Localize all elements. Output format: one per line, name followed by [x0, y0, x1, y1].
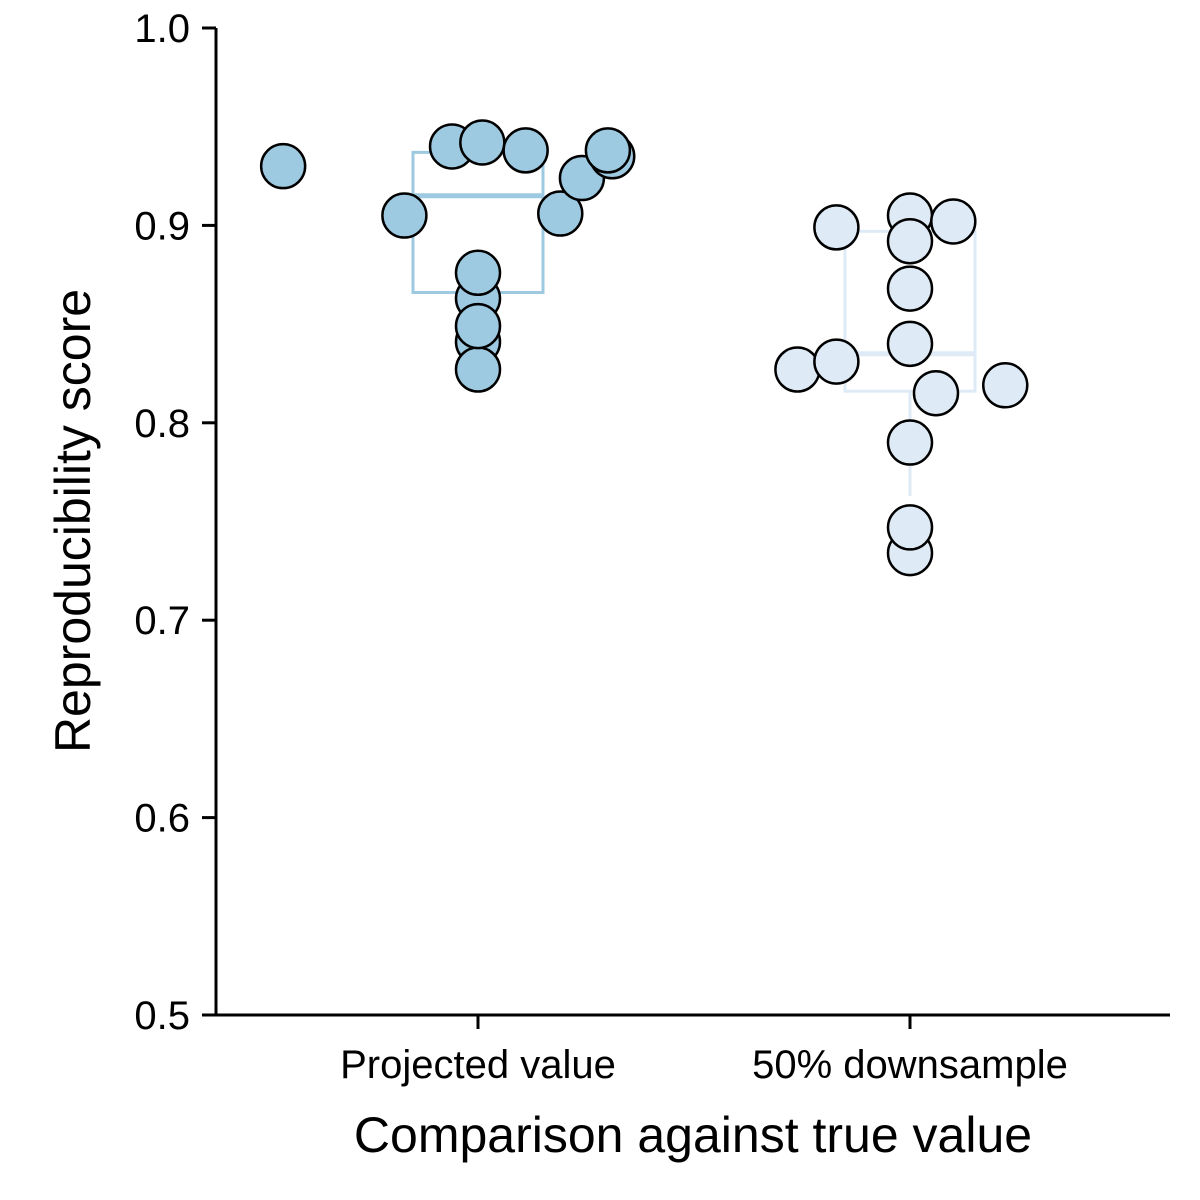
- y-tick-label: 0.6: [134, 797, 190, 841]
- data-point: [774, 346, 821, 393]
- y-axis-title: Reproducibility score: [45, 289, 101, 753]
- data-point: [930, 198, 977, 245]
- x-axis-title: Comparison against true value: [354, 1107, 1032, 1163]
- data-point: [886, 217, 934, 265]
- data-point: [886, 419, 934, 466]
- y-tick-label: 0.7: [134, 599, 190, 643]
- data-point: [813, 204, 860, 251]
- data-point: [886, 265, 934, 312]
- data-point: [454, 346, 502, 393]
- data-point: [982, 362, 1029, 409]
- tick-layer: 0.5 0.6 0.7 0.8 0.9 1.0 Projected value 50% dow…: [134, 7, 1067, 1087]
- data-point: [454, 249, 502, 297]
- data-point: [584, 127, 632, 174]
- y-tick-label: 0.9: [134, 204, 190, 248]
- data-point: [459, 119, 506, 166]
- data-point: [912, 369, 960, 417]
- y-tick-label: 0.5: [134, 994, 190, 1038]
- data-point: [381, 192, 428, 239]
- x-tick-label: Projected value: [340, 1043, 616, 1087]
- point-layer: [259, 119, 1029, 577]
- data-point: [537, 190, 584, 237]
- data-point: [813, 338, 860, 385]
- x-tick-label: 50% downsample: [752, 1043, 1068, 1087]
- data-point: [259, 142, 307, 190]
- y-tick-label: 0.8: [134, 402, 190, 446]
- data-point: [886, 504, 934, 551]
- data-point: [886, 320, 934, 368]
- y-tick-label: 1.0: [134, 7, 190, 51]
- data-point: [502, 127, 549, 174]
- axes-layer: [214, 28, 1170, 1017]
- data-point: [454, 302, 502, 350]
